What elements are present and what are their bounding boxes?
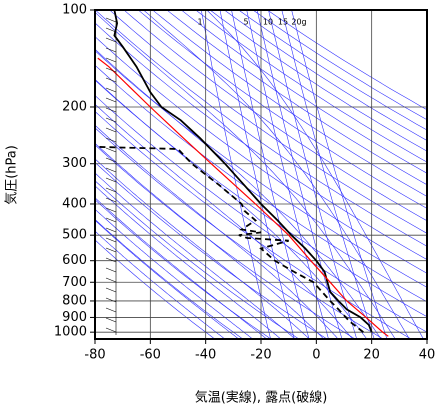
reference-line (209, 10, 427, 152)
reference-line (95, 48, 382, 339)
mixing-ratio-label: 1 (197, 18, 202, 27)
profile-line (97, 57, 389, 337)
reference-line (95, 144, 356, 339)
x-tick-label: -60 (140, 348, 161, 363)
reference-line (137, 10, 427, 209)
y-tick-label: 500 (62, 228, 87, 243)
reference-line (95, 162, 328, 339)
reference-line (143, 10, 410, 339)
y-tick-label: 700 (62, 275, 87, 290)
reference-line (152, 10, 427, 197)
mixing-ratio-label: 10 (263, 18, 273, 27)
reference-line (95, 180, 300, 339)
reference-line (238, 10, 427, 131)
reference-line (95, 127, 384, 339)
y-tick-label: 300 (62, 156, 87, 171)
reference-line (231, 10, 310, 339)
reference-line (95, 64, 427, 303)
wind-barbs (105, 15, 117, 335)
reference-line (95, 239, 216, 339)
x-tick-label: -80 (84, 348, 105, 363)
reference-line (95, 172, 296, 339)
reference-line (95, 142, 325, 339)
reference-line (95, 197, 268, 339)
reference-line (268, 10, 358, 339)
reference-line (246, 10, 329, 339)
reference-line (95, 124, 339, 339)
reference-line (95, 158, 310, 339)
y-axis-label: 気圧(hPa) (4, 145, 20, 205)
x-tick-label: 0 (312, 348, 320, 363)
reference-line (180, 10, 427, 174)
x-tick-label: 40 (419, 348, 436, 363)
y-tick-label: 600 (62, 253, 87, 268)
reference-line (95, 208, 254, 339)
mixing-ratio-label: 20g (291, 18, 306, 27)
plot-frame (94, 9, 428, 340)
y-tick-label: 400 (62, 196, 87, 211)
x-axis-label: 気温(実線), 露点(破線) (195, 390, 328, 406)
reference-line (95, 79, 427, 318)
mixing-ratio-label: 15 (278, 18, 288, 27)
reference-line (281, 10, 375, 339)
y-tick-label: 200 (62, 99, 87, 114)
reference-line (223, 10, 427, 141)
reference-line (95, 199, 272, 339)
reference-line (206, 10, 424, 339)
reference-line (95, 185, 282, 339)
reference-line (256, 10, 343, 339)
reference-line (291, 10, 388, 339)
reference-line (95, 11, 396, 339)
reference-line (95, 219, 240, 339)
reference-line (166, 10, 427, 186)
reference-line (219, 10, 295, 339)
y-tick-label: 900 (62, 310, 87, 325)
reference-line (95, 230, 226, 339)
profiles (97, 10, 389, 337)
y-tick-label: 1000 (54, 325, 87, 340)
reference-line (266, 10, 427, 111)
reference-line (123, 10, 427, 222)
y-tick-label: 800 (62, 293, 87, 308)
reference-line (95, 78, 368, 339)
profile-line (113, 10, 373, 333)
reference-line (95, 36, 427, 274)
background-lines (95, 10, 427, 339)
reference-line (252, 10, 427, 121)
x-tick-label: 20 (363, 348, 380, 363)
reference-line (201, 10, 271, 339)
y-tick-label: 100 (62, 3, 87, 18)
reference-line (95, 95, 427, 333)
x-tick-label: -20 (250, 348, 271, 363)
reference-line (109, 10, 427, 234)
x-tick-label: -40 (195, 348, 216, 363)
reference-line (195, 10, 427, 163)
reference-line (95, 219, 244, 339)
mixing-ratio-label: 5 (243, 18, 248, 27)
grid (90, 9, 428, 344)
reference-line (95, 22, 427, 260)
reference-line (95, 103, 353, 339)
